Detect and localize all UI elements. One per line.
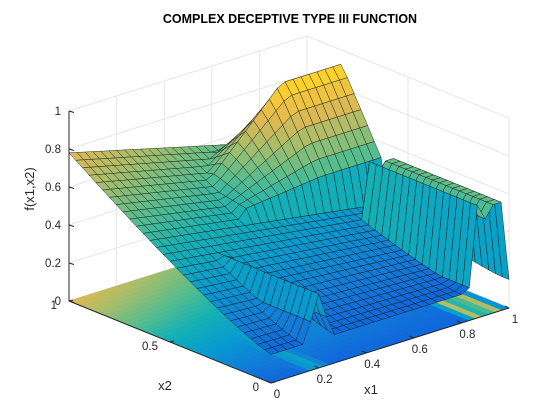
x-tick-label: 0.8 (459, 329, 475, 341)
z-tick-label: 0.8 (45, 144, 61, 156)
x-tick-label: 0.4 (364, 359, 381, 371)
x-tick-label: 0.2 (317, 374, 333, 386)
x-tick-mark (504, 305, 510, 309)
y-tick-mark (169, 340, 175, 343)
z-tick-label: 1 (55, 106, 61, 118)
z-tick-label: 0.4 (45, 220, 62, 232)
x-axis-label: x1 (364, 382, 378, 397)
x-tick-label: 0.6 (412, 344, 428, 356)
z-tick-label: 0.2 (45, 258, 61, 270)
z-tick-label: 0 (55, 296, 61, 308)
y-tick-label: 1 (51, 300, 57, 312)
z-tick-label: 0.6 (45, 182, 61, 194)
z-tick-mark (68, 148, 75, 151)
z-tick-mark (68, 262, 75, 265)
x-tick-mark (457, 320, 462, 324)
x-tick-label: 0 (274, 389, 280, 401)
y-tick-label: 0.5 (142, 341, 158, 353)
y-tick-label: 0 (253, 382, 259, 394)
x-tick-mark (409, 335, 415, 339)
chart-title: COMPLEX DECEPTIVE TYPE III FUNCTION (163, 12, 417, 26)
x-axis-line (270, 307, 510, 384)
z-tick-mark (68, 186, 75, 189)
x-tick-mark (266, 380, 272, 384)
z-tick-mark (68, 224, 75, 227)
surface-face (263, 347, 280, 355)
y-axis-label: x2 (158, 378, 172, 393)
x-tick-label: 1 (512, 314, 518, 326)
y-tick-mark (68, 299, 74, 302)
z-axis-label: f(x1,x2) (22, 167, 37, 210)
y-tick-mark (270, 381, 276, 384)
x-tick-mark (314, 365, 319, 369)
z-tick-mark (68, 110, 75, 113)
x-tick-mark (361, 350, 367, 354)
surface-mesh (68, 63, 510, 355)
